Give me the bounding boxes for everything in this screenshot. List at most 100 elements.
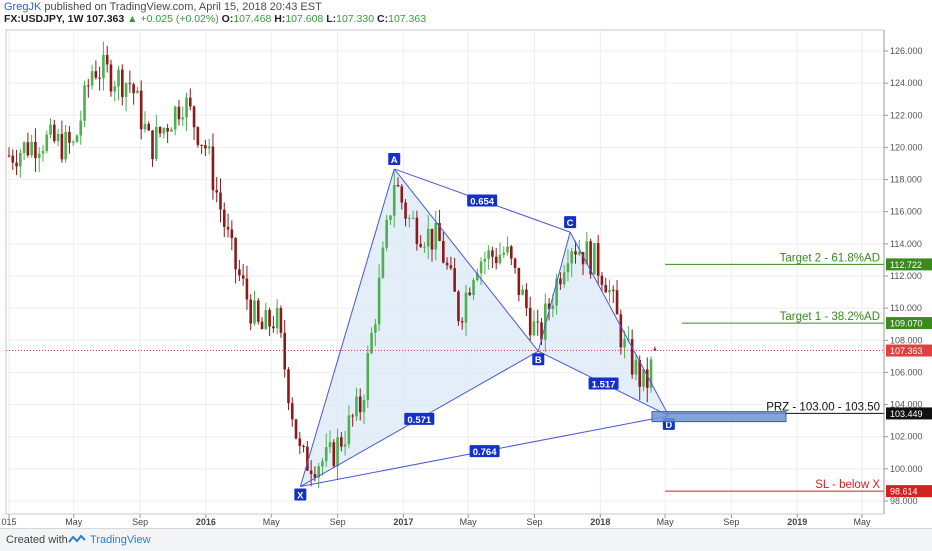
- candle-body: [411, 217, 415, 219]
- candle-body: [510, 246, 513, 259]
- candle-body: [170, 129, 173, 132]
- price-levels: Target 2 - 61.8%AD Target 1 - 38.2%AD PRZ …: [6, 252, 884, 492]
- y-tick-label: 112.000: [890, 271, 922, 281]
- last-price: 107.363: [86, 13, 125, 25]
- price-badge: [886, 407, 932, 420]
- y-tick-label: 116.000: [890, 207, 922, 217]
- tradingview-link[interactable]: TradingView: [90, 534, 151, 546]
- y-tick-label: 124.000: [890, 78, 923, 88]
- candle-body: [173, 106, 177, 130]
- candle-body: [260, 321, 264, 330]
- point-x: X: [294, 488, 307, 502]
- candle-body: [19, 152, 22, 167]
- candle-body: [328, 442, 332, 448]
- candle-body: [68, 131, 71, 143]
- candle-body: [79, 120, 83, 136]
- pattern-leg-ab: [393, 168, 539, 352]
- candle-body: [234, 238, 237, 270]
- candle-body: [389, 215, 392, 220]
- ratio-badge: [469, 445, 500, 458]
- prz-zone: [651, 411, 787, 423]
- low-value: 107.330: [336, 13, 375, 25]
- candle-body: [268, 310, 271, 327]
- candle-body: [336, 437, 339, 467]
- candle-body: [60, 133, 64, 160]
- candle-body: [574, 251, 577, 255]
- x-tick-label: 015: [1, 517, 16, 527]
- candle-body: [7, 155, 11, 157]
- x-tick-label: May: [460, 517, 478, 527]
- candle-body: [577, 252, 581, 255]
- candle-body: [600, 275, 604, 285]
- price-badge: [886, 317, 932, 330]
- candle-body: [494, 256, 498, 264]
- candle-body: [87, 85, 90, 87]
- candle-body: [53, 124, 56, 142]
- candle-body: [215, 190, 219, 193]
- y-tick-label: 122.000: [890, 110, 923, 120]
- harmonic-pattern: 0.654 0.571 1.517 0.764 X A B C D: [294, 152, 675, 502]
- candle-body: [11, 155, 15, 163]
- candle-body: [449, 265, 453, 269]
- candle-body: [453, 268, 456, 292]
- candle-body: [528, 307, 532, 336]
- candle-body: [181, 117, 185, 120]
- candle-body: [385, 219, 388, 248]
- candle-body: [283, 332, 287, 370]
- ratio-label: 0.654: [467, 194, 498, 208]
- candle-body: [366, 353, 370, 401]
- x-tick-label: Sep: [526, 517, 542, 527]
- point-b: B: [532, 353, 545, 366]
- candle-body: [566, 263, 570, 273]
- candle-body: [649, 359, 653, 388]
- candle-body: [487, 250, 490, 259]
- candle-body: [351, 415, 354, 417]
- candle-body: [26, 142, 30, 156]
- ratio-value: 0.654: [470, 197, 494, 208]
- candle-body: [623, 339, 626, 348]
- y-tick-label: 98.000: [890, 496, 918, 506]
- candle-body: [34, 141, 37, 159]
- candle-body: [419, 243, 422, 247]
- candle-body: [90, 71, 94, 86]
- candle-body: [517, 267, 521, 295]
- candle-body: [634, 360, 638, 375]
- candle-body: [434, 223, 438, 250]
- candle-body: [121, 69, 124, 97]
- x-tick-label: May: [657, 517, 675, 527]
- candle-body: [445, 262, 449, 266]
- x-tick-label: Sep: [723, 517, 739, 527]
- candle-body: [377, 277, 381, 325]
- candle-body: [75, 135, 79, 142]
- candle-body: [362, 400, 366, 413]
- ratio-badge: [404, 412, 435, 425]
- candle-body: [404, 202, 407, 219]
- candle-body: [166, 128, 169, 132]
- candle-body: [442, 240, 445, 263]
- candle-body: [264, 310, 268, 330]
- point-label: C: [567, 218, 574, 229]
- candle-body: [117, 69, 120, 87]
- candle-body: [313, 474, 317, 478]
- candle-body: [340, 437, 343, 447]
- candle-body: [45, 134, 49, 151]
- candle-body: [196, 127, 200, 145]
- candlesticks: [7, 41, 657, 489]
- x-tick-label: Sep: [330, 517, 346, 527]
- candle-body: [309, 470, 313, 475]
- candle-body: [238, 269, 241, 276]
- candle-body: [604, 284, 608, 293]
- candle-body: [596, 243, 600, 276]
- footer-bar: Created with TradingView: [0, 528, 932, 551]
- candle-body: [94, 71, 98, 78]
- candle-body: [154, 127, 158, 160]
- published-text: published on TradingView.com, April 15, …: [44, 1, 322, 13]
- pattern-leg-xa: [299, 168, 395, 487]
- y-tick-label: 118.000: [890, 175, 922, 185]
- author-link[interactable]: GregJK: [4, 1, 42, 13]
- candle-body: [415, 217, 419, 244]
- close-value: 107.363: [388, 13, 427, 25]
- candle-body: [124, 83, 128, 97]
- ratio-value: 0.764: [473, 447, 497, 458]
